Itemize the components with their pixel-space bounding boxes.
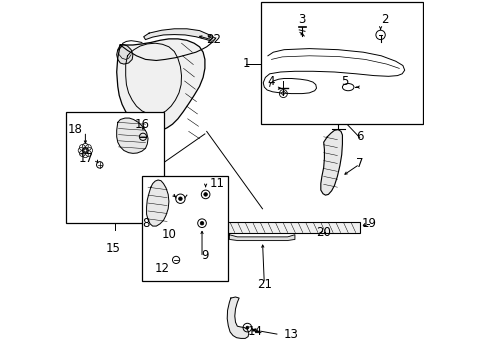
Text: 19: 19: [361, 217, 375, 230]
Text: 21: 21: [256, 278, 271, 291]
Text: 4: 4: [267, 75, 275, 87]
Text: 22: 22: [206, 33, 221, 46]
Polygon shape: [146, 180, 168, 226]
Circle shape: [178, 197, 182, 201]
Text: 16: 16: [134, 118, 149, 131]
Text: 1: 1: [242, 57, 249, 69]
Polygon shape: [143, 29, 215, 41]
Text: 3: 3: [298, 13, 305, 26]
Circle shape: [200, 221, 203, 225]
Text: 5: 5: [341, 75, 348, 87]
Polygon shape: [117, 44, 133, 64]
Text: 8: 8: [142, 217, 149, 230]
Polygon shape: [229, 235, 294, 240]
Circle shape: [245, 326, 248, 329]
Text: 17: 17: [79, 152, 93, 165]
Polygon shape: [117, 118, 148, 153]
Text: 10: 10: [161, 228, 176, 240]
Polygon shape: [117, 39, 204, 131]
Text: 11: 11: [209, 177, 224, 190]
Bar: [142, 176, 228, 281]
Bar: [219, 222, 359, 233]
Text: 20: 20: [316, 226, 330, 239]
Text: 6: 6: [355, 130, 363, 143]
Bar: [260, 2, 422, 124]
Circle shape: [203, 193, 207, 196]
Text: 13: 13: [283, 328, 298, 341]
Text: 12: 12: [154, 262, 169, 275]
Text: 14: 14: [247, 325, 262, 338]
Text: 7: 7: [355, 157, 363, 170]
Bar: [66, 112, 163, 223]
Text: 15: 15: [105, 242, 120, 255]
Polygon shape: [227, 297, 248, 338]
Text: 9: 9: [201, 249, 208, 262]
Text: 2: 2: [380, 13, 388, 26]
Text: 18: 18: [68, 123, 82, 136]
Polygon shape: [320, 130, 342, 195]
